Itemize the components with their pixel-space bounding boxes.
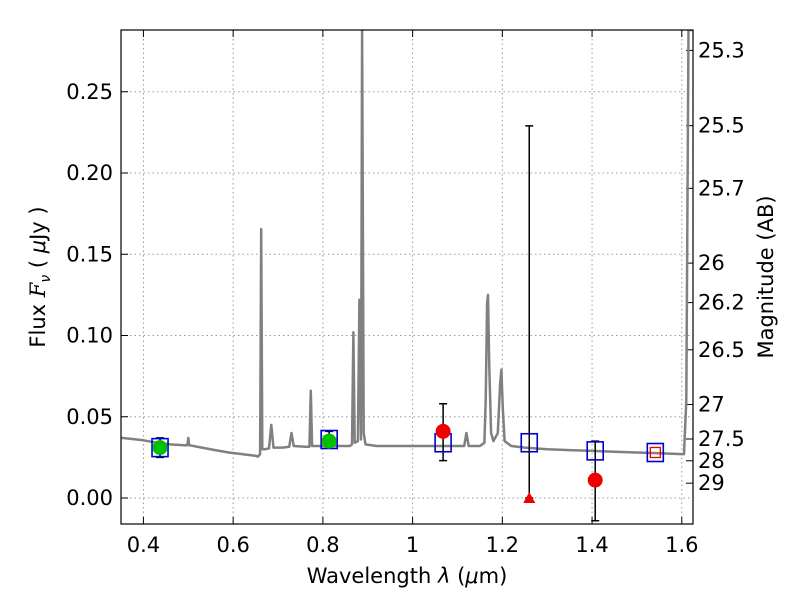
red-detection-point — [587, 472, 603, 488]
y-axis-ticks: 0.00 0.05 0.10 0.15 0.20 0.25 — [66, 80, 128, 510]
right-tick-label: 28 — [698, 449, 725, 473]
y-tick-label: 0.15 — [66, 242, 113, 266]
x-tick-label: 0.8 — [306, 533, 339, 557]
x-axis-ticks: 0.4 0.6 0.8 1 1.2 1.4 1.6 — [127, 30, 698, 557]
right-tick-label: 25.3 — [698, 38, 745, 62]
x-axis-label: Wavelength λ (μm) — [307, 564, 508, 588]
red-detections — [435, 423, 603, 488]
right-tick-label: 25.5 — [698, 114, 745, 138]
upper-limit-markers — [523, 492, 536, 503]
plot-frame — [120, 29, 694, 525]
y-tick-label: 0.25 — [66, 80, 113, 104]
x-tick-label: 0.4 — [127, 533, 160, 557]
x-tick-label: 0.6 — [216, 533, 249, 557]
right-tick-label: 29 — [698, 471, 725, 495]
red-detection-point — [435, 423, 451, 439]
grid-lines — [121, 30, 693, 524]
green-detection-point — [321, 433, 337, 449]
x-tick-label: 1.2 — [486, 533, 519, 557]
model-square-marker — [586, 441, 604, 461]
right-axis-label: Magnitude (AB) — [754, 195, 778, 358]
right-tick-label: 27.5 — [698, 427, 745, 451]
x-tick-label: 1 — [406, 533, 419, 557]
plot-background — [121, 30, 693, 524]
right-tick-label: 26.5 — [698, 338, 745, 362]
y-axis-label: Flux Fν ( μJy ) — [26, 206, 54, 347]
x-tick-label: 1.6 — [665, 533, 698, 557]
model-square-marker — [646, 442, 665, 463]
model-square-marker — [520, 432, 539, 453]
right-tick-label: 27 — [698, 392, 725, 416]
model-square-marker — [151, 437, 169, 458]
small-red-squares — [649, 446, 661, 459]
green-detection-point — [152, 440, 168, 456]
small-red-square-marker — [649, 446, 661, 459]
green-detections — [152, 433, 337, 456]
y-tick-label: 0.10 — [66, 324, 113, 348]
y-tick-label: 0.00 — [66, 486, 113, 510]
x-tick-label: 1.4 — [575, 533, 608, 557]
y-tick-label: 0.20 — [66, 161, 113, 185]
model-spectrum-line — [121, 30, 693, 458]
right-tick-label: 26 — [698, 251, 725, 275]
y-tick-label: 0.05 — [66, 405, 113, 429]
right-tick-label: 26.2 — [698, 291, 745, 315]
upper-limit-triangle — [523, 492, 536, 503]
right-tick-label: 25.7 — [698, 176, 745, 200]
